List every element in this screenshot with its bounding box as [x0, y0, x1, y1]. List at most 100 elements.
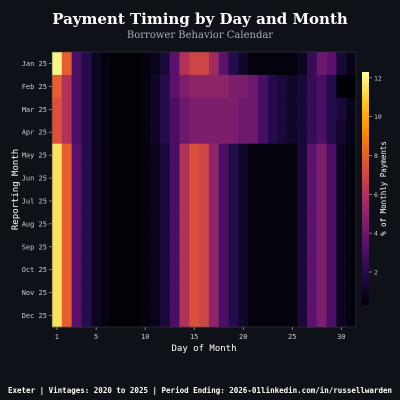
heatmap-cell: [179, 212, 190, 236]
heatmap-cell: [150, 143, 161, 167]
heatmap-cell: [159, 281, 171, 305]
heatmap-cell: [287, 74, 298, 99]
heatmap-cell: [91, 120, 102, 145]
heatmap-cell: [179, 52, 190, 76]
heatmap-cell: [228, 97, 239, 122]
heatmap-cell: [120, 74, 131, 99]
heatmap-cell: [336, 166, 347, 190]
x-tick-label: 30: [337, 333, 345, 341]
heatmap-cell: [159, 143, 171, 167]
heatmap-cell: [159, 120, 171, 145]
heatmap-cell: [130, 304, 141, 328]
heatmap-cell: [218, 120, 229, 145]
heatmap-cell: [159, 212, 171, 236]
heatmap-cell: [61, 281, 73, 305]
x-tick-label: 1: [55, 333, 59, 341]
heatmap-cell: [120, 143, 131, 167]
heatmap-cell: [228, 235, 239, 259]
heatmap-cell: [199, 235, 210, 259]
heatmap-cell: [61, 258, 73, 282]
heatmap-cell: [267, 143, 278, 167]
heatmap-cell: [199, 166, 210, 190]
heatmap-cell: [120, 212, 131, 236]
y-tick-label: Aug 25: [22, 220, 47, 228]
colorbar: [362, 72, 369, 305]
heatmap-cell: [150, 166, 161, 190]
heatmap-cell: [306, 74, 318, 99]
heatmap-cell: [91, 212, 102, 236]
heatmap-cell: [71, 189, 82, 213]
heatmap-cell: [336, 281, 347, 305]
heatmap-cell: [101, 97, 112, 122]
heatmap-cell: [228, 166, 239, 190]
heatmap-cell: [130, 258, 141, 282]
heatmap-cell: [179, 281, 190, 305]
heatmap-cell: [189, 74, 200, 99]
heatmap-cell: [287, 258, 298, 282]
heatmap-cell: [110, 143, 122, 167]
heatmap-cell: [81, 97, 92, 122]
heatmap-cell: [346, 212, 357, 236]
heatmap-cell: [110, 74, 122, 99]
heatmap-cell: [130, 120, 141, 145]
heatmap-cell: [277, 120, 288, 145]
y-tick-label: Oct 25: [22, 266, 47, 274]
heatmap-cell: [81, 304, 92, 328]
x-tick-label: 25: [288, 333, 296, 341]
heatmap-cell: [228, 52, 239, 76]
heatmap-cell: [91, 304, 102, 328]
heatmap-cell: [130, 281, 141, 305]
heatmap-cell: [316, 304, 327, 328]
heatmap-cell: [140, 258, 151, 282]
heatmap-cell: [61, 120, 73, 145]
heatmap-cell: [287, 212, 298, 236]
heatmap-cell: [120, 97, 131, 122]
heatmap-cell: [306, 120, 318, 145]
heatmap-cell: [52, 258, 63, 282]
heatmap-cell: [336, 143, 347, 167]
heatmap-cell: [218, 143, 229, 167]
heatmap-cell: [238, 74, 249, 99]
heatmap-cell: [101, 235, 112, 259]
heatmap-cell: [159, 189, 171, 213]
heatmap-cell: [199, 143, 210, 167]
heatmap-cell: [208, 74, 220, 99]
heatmap-cell: [267, 281, 278, 305]
heatmap-cell: [169, 189, 180, 213]
heatmap-cell: [169, 212, 180, 236]
heatmap-cell: [199, 212, 210, 236]
heatmap-cell: [110, 258, 122, 282]
heatmap-cell: [101, 258, 112, 282]
heatmap-cell: [120, 304, 131, 328]
heatmap-cell: [169, 281, 180, 305]
heatmap-cell: [140, 74, 151, 99]
heatmap-cell: [228, 258, 239, 282]
heatmap-cell: [306, 212, 318, 236]
heatmap-cell: [71, 235, 82, 259]
heatmap-cell: [257, 189, 269, 213]
heatmap-cell: [140, 281, 151, 305]
heatmap-cell: [208, 212, 220, 236]
heatmap-cell: [316, 74, 327, 99]
heatmap-cell: [336, 120, 347, 145]
y-tick-label: Sep 25: [22, 243, 47, 251]
heatmap-cell: [189, 97, 200, 122]
heatmap-cell: [61, 166, 73, 190]
heatmap-cell: [52, 52, 63, 76]
heatmap-cell: [110, 166, 122, 190]
heatmap-cell: [81, 120, 92, 145]
x-axis-ticks: 1 5 10 15 20 25 30: [55, 327, 346, 341]
heatmap-cell: [150, 258, 161, 282]
heatmap-cell: [130, 189, 141, 213]
heatmap-cell: [326, 120, 337, 145]
y-tick-label: Apr 25: [22, 129, 47, 137]
heatmap-cell: [91, 235, 102, 259]
heatmap-cell: [248, 212, 259, 236]
heatmap-cell: [208, 97, 220, 122]
heatmap-cell: [208, 52, 220, 76]
heatmap-cell: [218, 189, 229, 213]
heatmap-cell: [267, 304, 278, 328]
heatmap-cell: [277, 235, 288, 259]
heatmap-cell: [130, 52, 141, 76]
heatmap-cell: [277, 304, 288, 328]
